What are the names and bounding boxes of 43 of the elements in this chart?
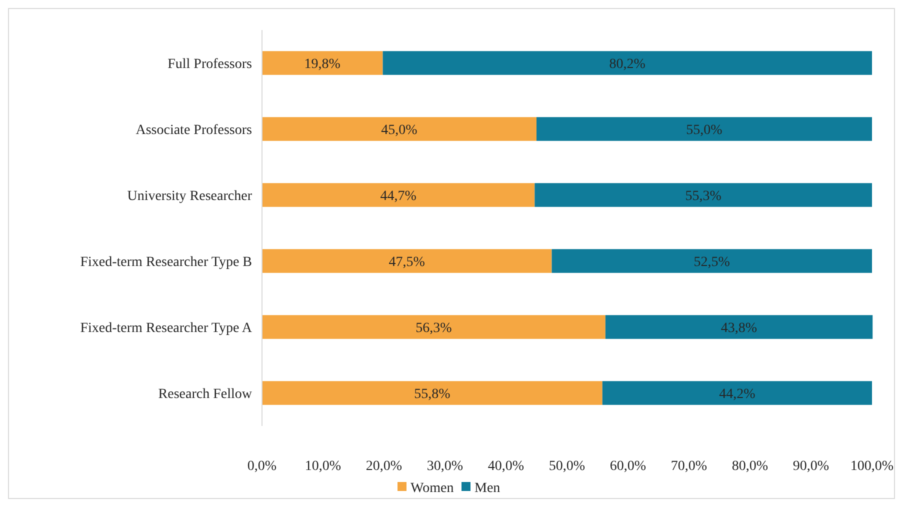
x-tick-label: 90,0% (792, 458, 830, 474)
bar (382, 51, 872, 75)
legend-label: Men (474, 480, 500, 496)
bar (552, 249, 872, 273)
data-label: 52,5% (694, 254, 730, 270)
y-tick-label: Associate Professors (136, 122, 252, 138)
data-label: 19,8% (304, 56, 341, 72)
data-label: 44,2% (719, 386, 756, 402)
data-label: 55,0% (686, 122, 723, 138)
data-label: 43,8% (720, 320, 758, 336)
x-tick-label: 60,0% (610, 458, 646, 474)
bar (262, 315, 606, 339)
y-tick-label: Fixed-term Researcher Type B (80, 254, 252, 270)
bar (605, 315, 873, 339)
bar (534, 183, 872, 207)
data-label: 55,3% (685, 188, 722, 204)
bar (262, 117, 536, 141)
x-tick-label: 70,0% (670, 458, 708, 474)
bar (262, 51, 383, 75)
legend-label: Women (410, 480, 454, 496)
data-label: 44,7% (380, 188, 417, 204)
x-tick-label: 30,0% (426, 458, 464, 474)
x-tick-label: 80,0% (732, 458, 768, 474)
data-label: 55,8% (414, 386, 451, 402)
y-tick-label: University Researcher (127, 188, 252, 204)
bar (262, 381, 602, 405)
data-label: 47,5% (388, 254, 426, 270)
data-label: 56,3% (416, 320, 452, 336)
x-tick-label: 100,0% (850, 458, 894, 474)
bar (262, 183, 535, 207)
bar (602, 381, 872, 405)
x-tick-label: 50,0% (548, 458, 586, 474)
y-tick-label: Research Fellow (158, 386, 253, 402)
x-tick-label: 20,0% (366, 458, 402, 474)
y-tick-label: Fixed-term Researcher Type A (80, 320, 253, 336)
x-tick-label: 10,0% (304, 458, 342, 474)
bar (536, 117, 872, 141)
data-label: 45,0% (381, 122, 418, 138)
y-tick-label: Full Professors (168, 56, 252, 72)
x-tick-label: 0,0% (247, 458, 277, 474)
bar (262, 249, 552, 273)
x-tick-label: 40,0% (488, 458, 524, 474)
data-label: 80,2% (609, 56, 646, 72)
